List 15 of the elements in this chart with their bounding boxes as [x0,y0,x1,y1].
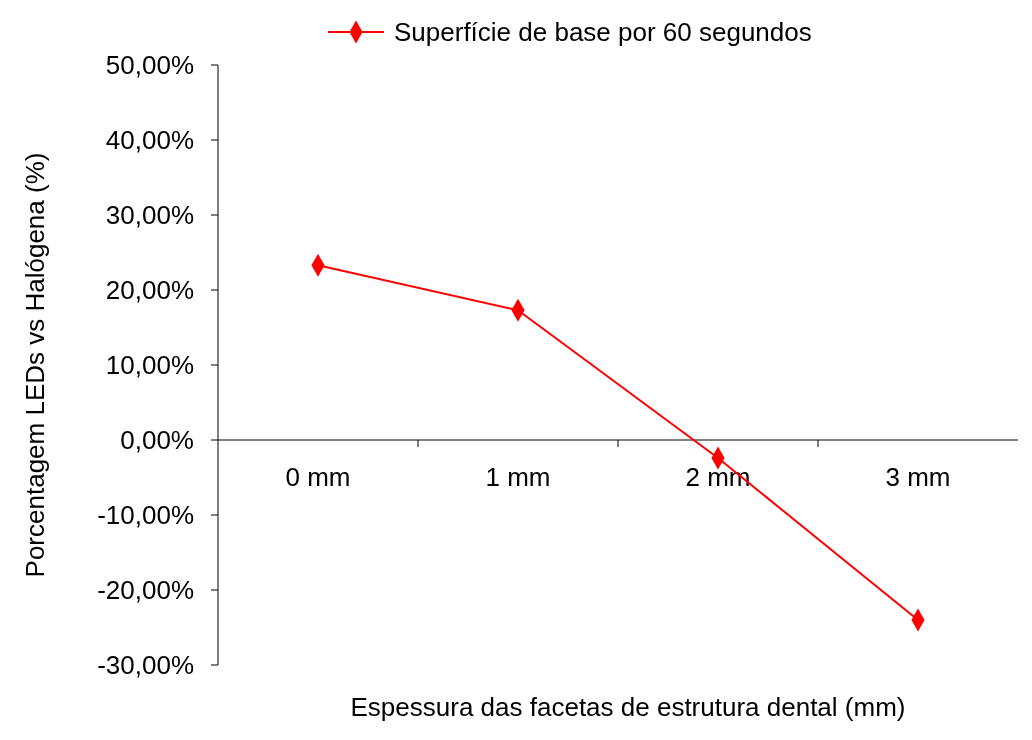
y-tick-label: 30,00% [105,200,194,231]
x-tick-label: 3 mm [885,462,951,492]
x-tick-label: 1 mm [485,462,551,492]
y-tick-label: 20,00% [105,275,194,306]
legend-label: Superfície de base por 60 segundos [394,17,812,48]
y-tick-label: 0,00% [120,425,194,456]
x-tick-label: 0 mm [285,462,351,492]
y-tick-label: 40,00% [105,125,194,156]
y-tick-label: -30,00% [97,650,194,681]
y-tick-label: -20,00% [97,575,194,606]
y-tick-label: 50,00% [105,50,194,81]
y-tick-label: -10,00% [97,500,194,531]
x-axis-title: Espessura das facetas de estrutura dental (mm) [350,692,906,722]
y-tick-label: 10,00% [105,350,194,381]
y-axis-title: Porcentagem LEDs vs Halógena (%) [20,152,50,578]
